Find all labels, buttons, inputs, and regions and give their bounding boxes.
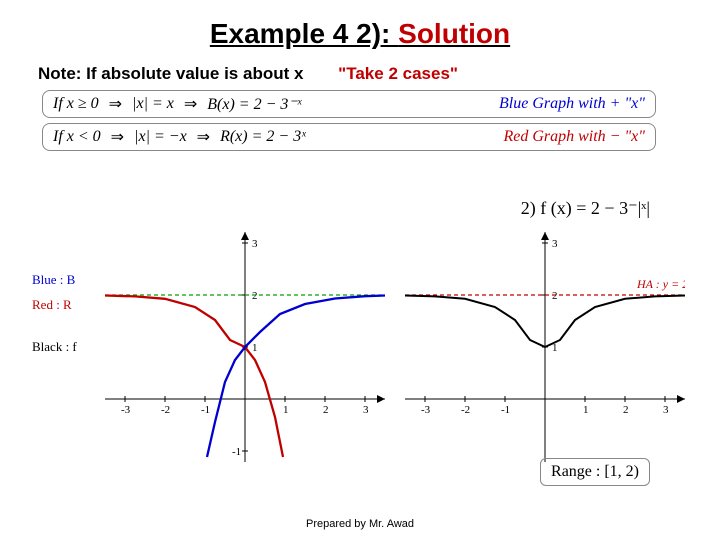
note-row: Note: If absolute value is about x "Take…: [38, 64, 700, 84]
svg-text:3: 3: [252, 238, 258, 250]
svg-text:1: 1: [583, 404, 589, 416]
svg-text:-2: -2: [161, 404, 170, 416]
case-1-box: If x ≥ 0 ⇒ |x| = x ⇒ B(x) = 2 − 3⁻ˣ Blue…: [42, 90, 656, 118]
case2-func: R(x) = 2 − 3ˣ: [220, 128, 306, 146]
legend-blue: Blue : B: [32, 268, 77, 293]
svg-text:-3: -3: [121, 404, 131, 416]
case1-func: B(x) = 2 − 3⁻ˣ: [207, 94, 301, 114]
svg-text:HA : y = 2: HA : y = 2: [636, 277, 685, 291]
case1-abs: |x| = x: [132, 95, 174, 113]
svg-text:-2: -2: [461, 404, 470, 416]
case1-cond: If x ≥ 0: [53, 95, 99, 113]
svg-text:-1: -1: [232, 446, 241, 458]
page-title: Example 4 2): Solution: [0, 0, 720, 50]
svg-text:2: 2: [252, 290, 258, 302]
note-text: Note: If absolute value is about x: [38, 64, 303, 83]
legend: Blue : B Red : R Black : f: [32, 268, 77, 360]
svg-text:2: 2: [323, 404, 329, 416]
svg-text:3: 3: [663, 404, 669, 416]
legend-red: Red : R: [32, 293, 77, 318]
right-graph: -3 -2 -1 1 2 3 1 2 3 HA : y = 2: [405, 232, 685, 462]
case2-cond: If x < 0: [53, 128, 101, 146]
svg-text:3: 3: [552, 238, 558, 250]
left-graph: -3 -2 -1 1 2 3 1 2 3 -1: [105, 232, 385, 462]
range-box: Range : [1, 2): [540, 458, 650, 486]
title-prefix: Example 4 2):: [210, 18, 398, 49]
legend-black: Black : f: [32, 335, 77, 360]
arrow-icon: ⇒: [111, 127, 124, 147]
arrow-icon: ⇒: [197, 127, 210, 147]
svg-text:-3: -3: [421, 404, 431, 416]
svg-text:3: 3: [363, 404, 369, 416]
case-2-box: If x < 0 ⇒ |x| = −x ⇒ R(x) = 2 − 3ˣ Red …: [42, 123, 656, 151]
range-text: Range : [1, 2): [551, 463, 639, 480]
case2-abs: |x| = −x: [134, 128, 187, 146]
cases-text: "Take 2 cases": [338, 64, 458, 83]
arrow-icon: ⇒: [109, 94, 122, 114]
svg-text:1: 1: [283, 404, 289, 416]
case2-label: Red Graph with − "x": [503, 128, 645, 146]
svg-text:1: 1: [252, 342, 258, 354]
svg-text:-1: -1: [201, 404, 210, 416]
footer: Prepared by Mr. Awad: [0, 518, 720, 530]
equation-f: 2) f (x) = 2 − 3⁻|ˣ|: [521, 198, 650, 219]
svg-text:2: 2: [623, 404, 629, 416]
svg-text:2: 2: [552, 290, 558, 302]
case1-label: Blue Graph with + "x": [499, 95, 645, 113]
arrow-icon: ⇒: [184, 94, 197, 114]
svg-text:-1: -1: [501, 404, 510, 416]
title-solution: Solution: [398, 18, 510, 49]
